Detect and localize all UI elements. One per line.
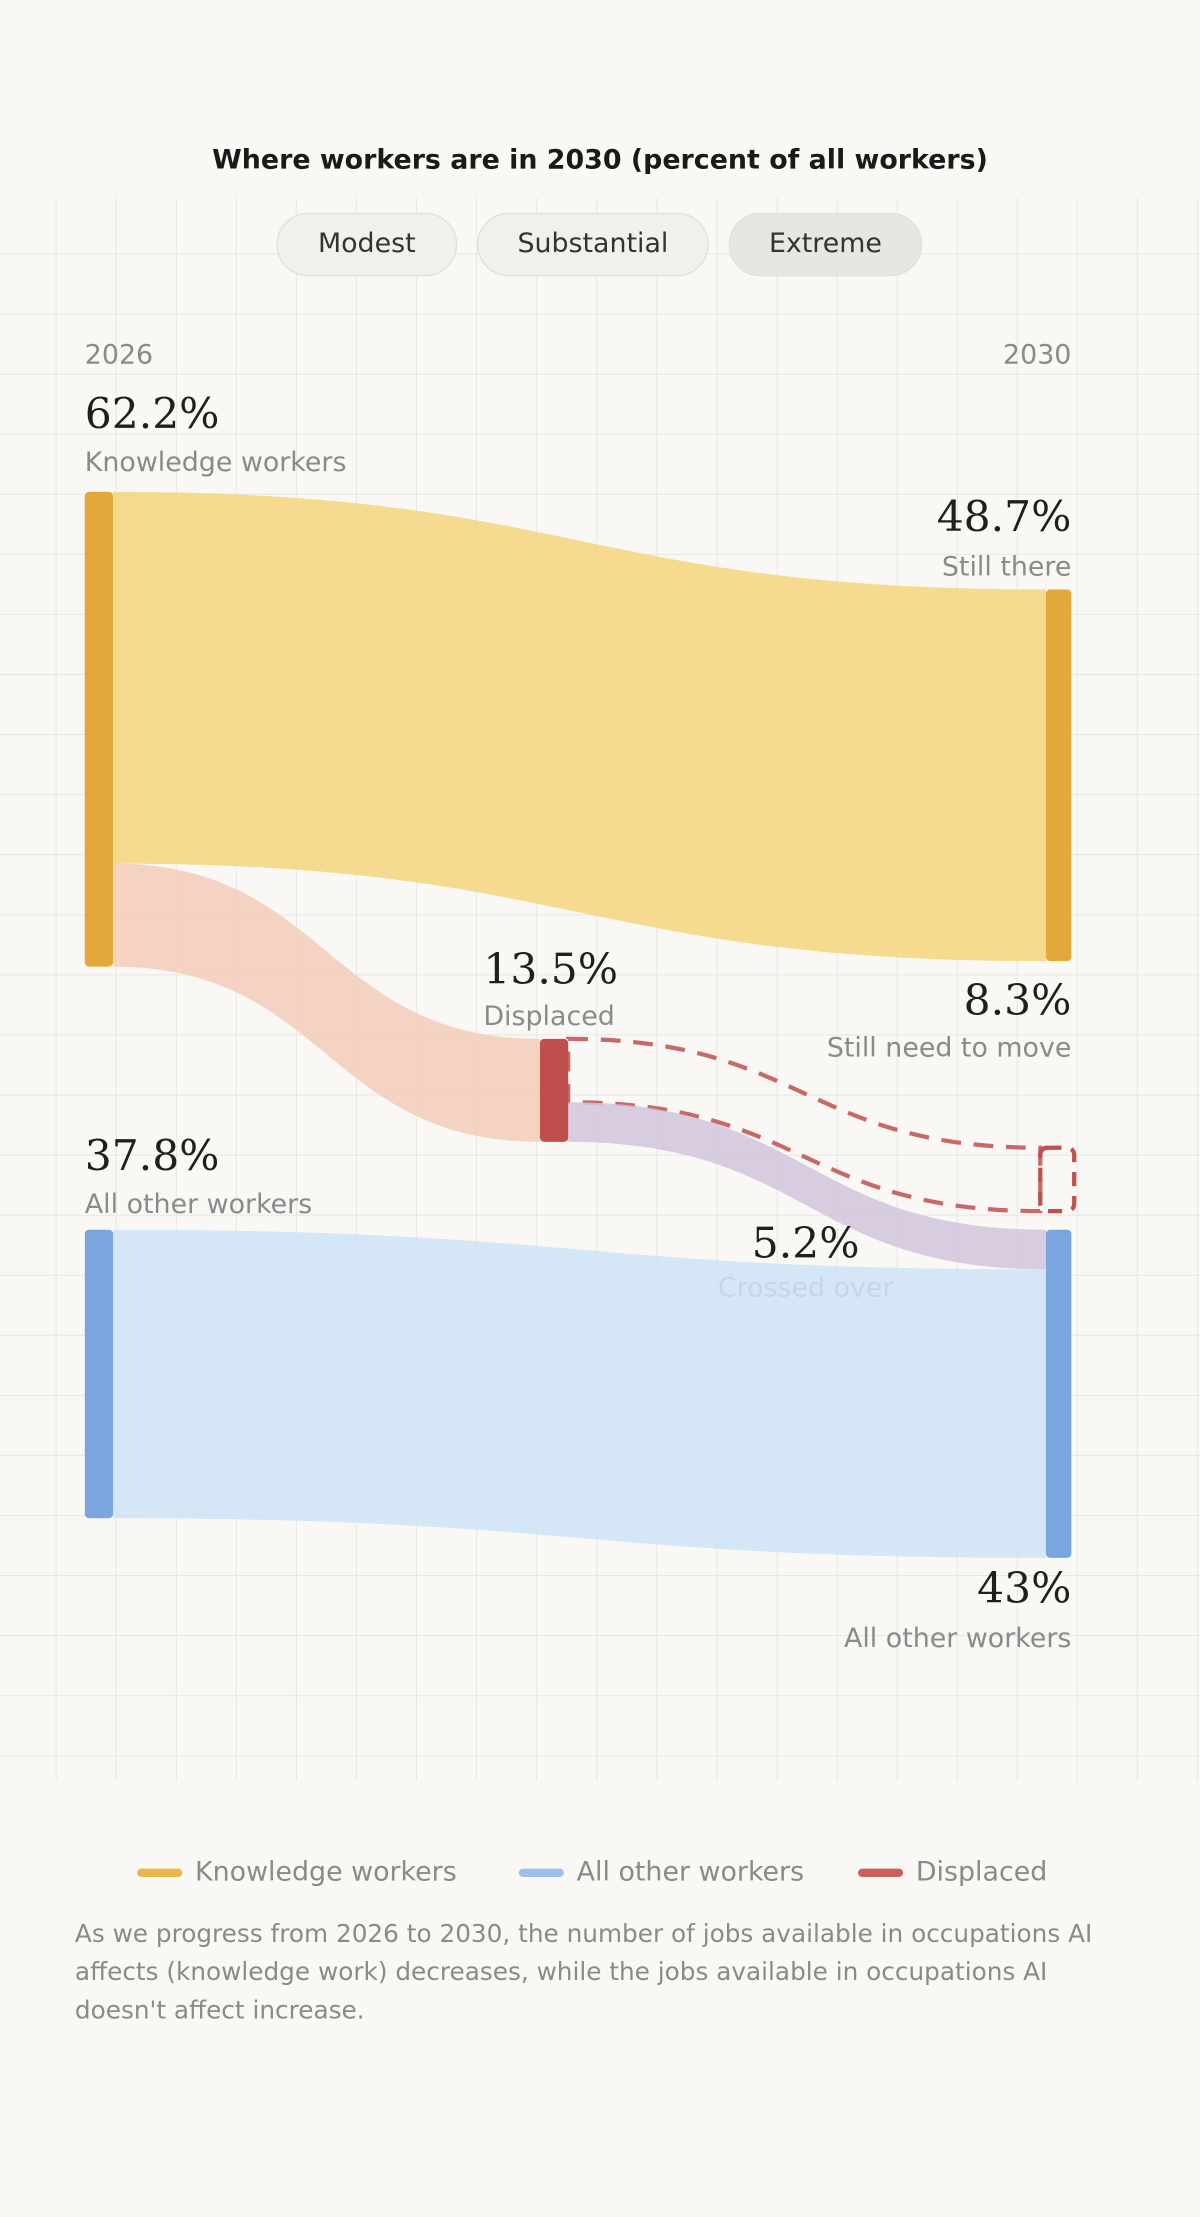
- node-bar: [84, 491, 114, 967]
- node-label: Displaced: [483, 1001, 614, 1032]
- node-label: All other workers: [85, 1189, 312, 1220]
- link: [113, 863, 540, 1142]
- scenario-button-label[interactable]: Extreme: [769, 228, 882, 259]
- scenario-toggle: Modest Substantial Extreme: [276, 212, 923, 277]
- node-bar: [1045, 589, 1072, 962]
- column-label: 2026: [85, 340, 153, 371]
- link: [566, 1036, 1043, 1214]
- node-label: Knowledge workers: [85, 447, 347, 478]
- node-value: 48.7%: [937, 492, 1072, 541]
- legend-label: All other workers: [577, 1856, 804, 1887]
- scenario-button-label[interactable]: Modest: [318, 228, 416, 259]
- node-label: Still there: [942, 552, 1071, 583]
- node-value: 13.5%: [483, 944, 618, 993]
- link: [568, 1102, 1046, 1270]
- scenario-button[interactable]: [477, 212, 709, 277]
- node-label: All other workers: [844, 1623, 1071, 1654]
- link: [113, 1229, 1046, 1558]
- scenario-button[interactable]: [276, 212, 458, 277]
- node-value: 62.2%: [85, 389, 220, 438]
- legend: Knowledge workers All other workers Displa…: [137, 1856, 1047, 1887]
- node-value: 8.3%: [964, 976, 1072, 1025]
- note: As we progress from 2026 to 2030, the nu…: [74, 1920, 1093, 2026]
- node-bar: [84, 1229, 114, 1519]
- node-value: 43%: [977, 1564, 1071, 1613]
- scenario-button-label[interactable]: Substantial: [517, 228, 668, 259]
- legend-label: Displaced: [916, 1856, 1047, 1887]
- link-value: 5.2%: [752, 1219, 860, 1268]
- column-label: 2030: [1003, 340, 1071, 371]
- chart-title: Where workers are in 2030 (percent of al…: [212, 145, 988, 176]
- scenario-button[interactable]: [728, 212, 923, 277]
- links: 5.2%Crossed over: [113, 491, 1046, 1558]
- note-box: As we progress from 2026 to 2030, the nu…: [74, 1920, 1093, 2026]
- node-label: Still need to move: [827, 1032, 1072, 1063]
- link: [113, 491, 1046, 962]
- node-bar: [1038, 1145, 1077, 1214]
- nodes: 62.2% Knowledge workers 48.7% Still there 13…: [84, 389, 1077, 1654]
- node-value: 37.8%: [85, 1131, 220, 1180]
- node-bar: [1045, 1229, 1072, 1558]
- legend-label: Knowledge workers: [195, 1856, 457, 1887]
- node-bar: [539, 1038, 569, 1142]
